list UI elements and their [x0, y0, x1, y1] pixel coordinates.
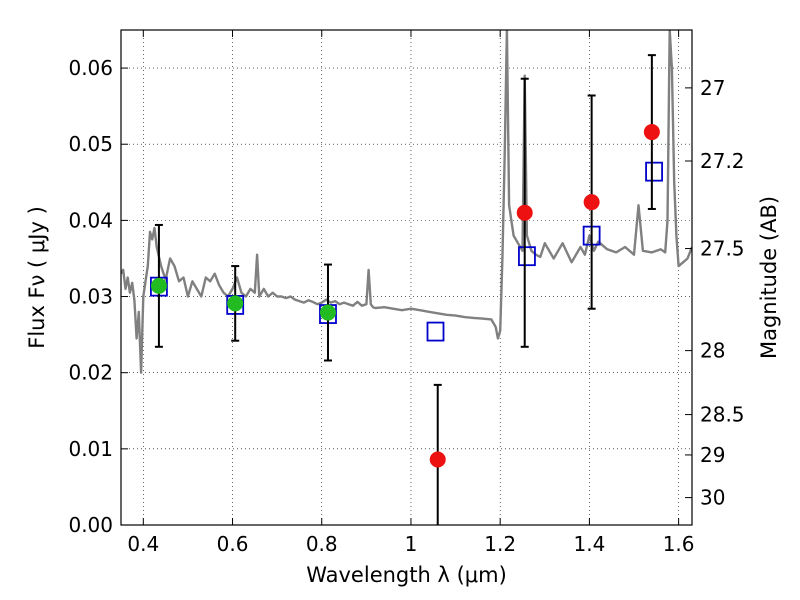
x-tick-label: 1.4: [573, 532, 605, 556]
sed-line-path: [121, 30, 692, 374]
y2-tick-label: 27: [700, 76, 725, 100]
y2-axis-ticks: 27 27.2 27.5 28 28.5 29 30: [685, 76, 745, 510]
model-sed-line: [121, 30, 692, 374]
plot-frame: [120, 29, 693, 526]
grid: [121, 30, 692, 526]
observed-point: [643, 124, 660, 141]
y-axis-label: Flux Fν ( μJy ): [25, 206, 49, 349]
y-tick-label: 0.00: [68, 513, 113, 537]
y-axis-ticks: 0.00 0.01 0.02 0.03 0.04 0.05 0.06: [68, 56, 128, 537]
y2-tick-label: 29: [700, 443, 725, 467]
y-tick-label: 0.04: [68, 208, 113, 232]
y-tick-label: 0.01: [68, 437, 113, 461]
y2-tick-label: 30: [700, 486, 725, 510]
y2-tick-label: 27.5: [700, 237, 745, 261]
y2-axis-label: Magnitude (AB): [757, 196, 781, 359]
y-tick-label: 0.05: [68, 132, 113, 156]
x-tick-label: 1: [405, 532, 418, 556]
x-tick-label: 0.6: [217, 532, 249, 556]
error-bars: [154, 54, 656, 525]
x-axis-ticks: 0.4 0.6 0.8 1 1.2 1.4 1.6: [127, 30, 695, 556]
observed-point: [150, 277, 167, 294]
x-tick-label: 1.2: [484, 532, 516, 556]
observed-point: [516, 204, 533, 221]
x-tick-label: 0.8: [306, 532, 338, 556]
x-tick-label: 1.6: [663, 532, 695, 556]
y-tick-label: 0.03: [68, 285, 113, 309]
observed-point: [319, 304, 336, 321]
observed-point: [227, 295, 244, 312]
y-tick-label: 0.06: [68, 56, 113, 80]
observed-points: [150, 124, 660, 468]
y2-tick-label: 28.5: [700, 403, 745, 427]
y2-tick-label: 28: [700, 339, 725, 363]
y-tick-label: 0.02: [68, 361, 113, 385]
model-photometry-square: [645, 161, 663, 182]
x-axis-label: Wavelength λ (μm): [306, 563, 507, 587]
observed-point: [583, 194, 600, 211]
y2-tick-label: 27.2: [700, 149, 745, 173]
model-photometry-square: [426, 321, 445, 342]
model-photometry-square: [518, 246, 536, 267]
x-tick-label: 0.4: [127, 532, 159, 556]
observed-point: [429, 451, 446, 468]
